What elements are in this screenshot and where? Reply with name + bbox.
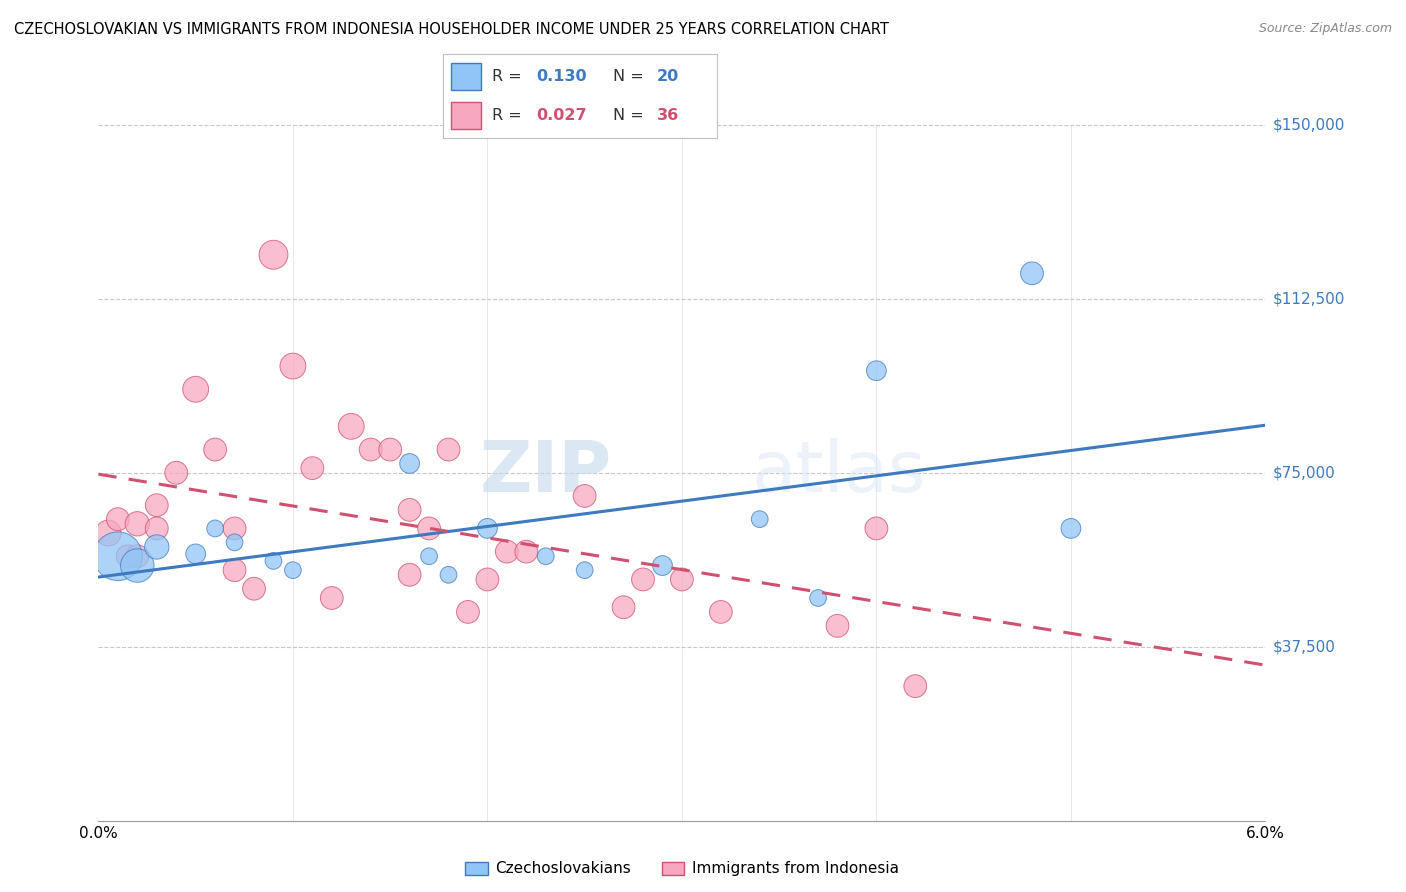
Point (184, 547, 207, 561)
Point (534, 549, 557, 564)
Point (827, 619, 849, 633)
Point (340, 419, 363, 434)
Text: $150,000: $150,000 (1272, 118, 1344, 132)
Text: CZECHOSLOVAKIAN VS IMMIGRANTS FROM INDONESIA HOUSEHOLDER INCOME UNDER 25 YEARS C: CZECHOSLOVAKIAN VS IMMIGRANTS FROM INDON… (14, 22, 889, 37)
Point (631, 573, 654, 587)
Point (184, 382, 207, 396)
Point (97, 526, 120, 541)
Text: ZIP: ZIP (479, 438, 612, 508)
Point (281, 563, 304, 577)
Text: $112,500: $112,500 (1272, 292, 1344, 306)
FancyBboxPatch shape (451, 62, 481, 90)
Point (378, 442, 402, 457)
Point (301, 461, 323, 475)
Point (457, 605, 479, 619)
Text: 0.130: 0.130 (536, 69, 586, 84)
Point (710, 605, 733, 619)
Point (262, 554, 284, 568)
Point (496, 544, 519, 558)
Point (127, 549, 149, 564)
Point (477, 573, 499, 587)
Text: 0.027: 0.027 (536, 108, 586, 123)
Point (574, 489, 596, 503)
Point (224, 563, 246, 577)
Point (146, 540, 169, 554)
Point (398, 503, 420, 517)
Point (224, 521, 246, 535)
Point (1021, 266, 1043, 280)
Point (262, 248, 284, 262)
Text: 20: 20 (657, 69, 679, 84)
Text: $75,000: $75,000 (1272, 466, 1336, 480)
Point (748, 512, 770, 526)
Point (1060, 521, 1083, 535)
Text: N =: N = (613, 108, 648, 123)
Text: R =: R = (492, 108, 527, 123)
Point (127, 516, 149, 531)
Point (224, 535, 246, 549)
Point (904, 679, 927, 693)
Point (146, 521, 169, 535)
Point (165, 466, 187, 480)
Point (418, 521, 440, 535)
Point (437, 567, 460, 582)
Point (243, 582, 266, 596)
Text: atlas: atlas (752, 438, 927, 508)
Point (671, 573, 693, 587)
Point (321, 591, 343, 605)
Point (360, 442, 382, 457)
Point (117, 549, 139, 564)
Point (204, 521, 226, 535)
Point (437, 442, 460, 457)
Text: Source: ZipAtlas.com: Source: ZipAtlas.com (1258, 22, 1392, 36)
Point (107, 549, 129, 564)
Point (865, 521, 887, 535)
Point (515, 544, 537, 558)
Point (418, 549, 440, 564)
Point (281, 359, 304, 373)
Point (477, 521, 499, 535)
FancyBboxPatch shape (451, 102, 481, 129)
Point (204, 442, 226, 457)
Point (574, 563, 596, 577)
Text: $37,500: $37,500 (1272, 640, 1336, 654)
Point (398, 567, 420, 582)
Text: N =: N = (613, 69, 648, 84)
Point (807, 591, 830, 605)
Point (107, 512, 129, 526)
Legend: Czechoslovakians, Immigrants from Indonesia: Czechoslovakians, Immigrants from Indone… (458, 855, 905, 882)
Point (127, 558, 149, 573)
Point (398, 457, 420, 471)
Point (612, 600, 634, 615)
Point (651, 558, 673, 573)
Point (146, 498, 169, 512)
Text: 36: 36 (657, 108, 679, 123)
Text: R =: R = (492, 69, 527, 84)
Point (865, 364, 887, 378)
